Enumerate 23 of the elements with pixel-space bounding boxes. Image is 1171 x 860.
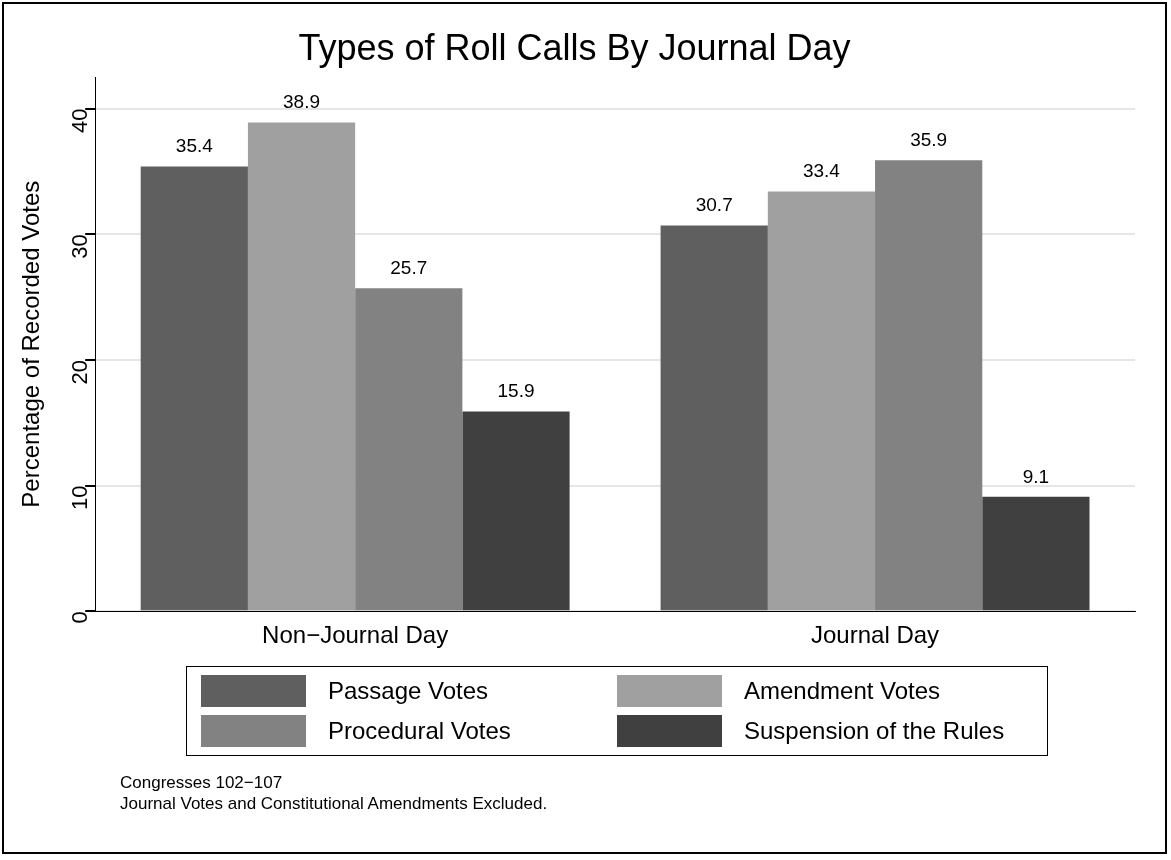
text: Journal Votes and Constitutional Amendments Excluded. [120,793,548,814]
y-tick-label: 40 [67,108,93,134]
x-tick-label: Journal Day [811,621,940,649]
data-label: 35.9 [910,128,948,150]
y-tick-label: 10 [67,485,93,511]
data-label: 35.4 [175,135,214,157]
data-label: 30.7 [695,194,733,216]
y-tick-label: 30 [67,234,93,259]
legend-label: Procedural Votes [328,717,511,745]
x-tick-label: Non−Journal Day [262,621,449,649]
y-axis-title: Percentage of Recorded Votes [17,180,45,508]
legend-label: Amendment Votes [744,677,941,705]
text: Congresses 102−107 [120,772,284,793]
data-label: 33.4 [802,160,841,182]
y-tick-label: 0 [67,611,93,624]
chart-title: Types of Roll Calls By Journal Day [298,26,851,68]
y-tick-label: 20 [67,359,93,385]
data-label: 38.9 [283,91,321,113]
data-label: 15.9 [497,380,535,402]
legend-label: Suspension of the Rules [744,717,1005,745]
legend-label: Passage Votes [328,677,489,705]
data-label: 9.1 [1022,465,1050,487]
data-label: 25.7 [390,257,428,279]
